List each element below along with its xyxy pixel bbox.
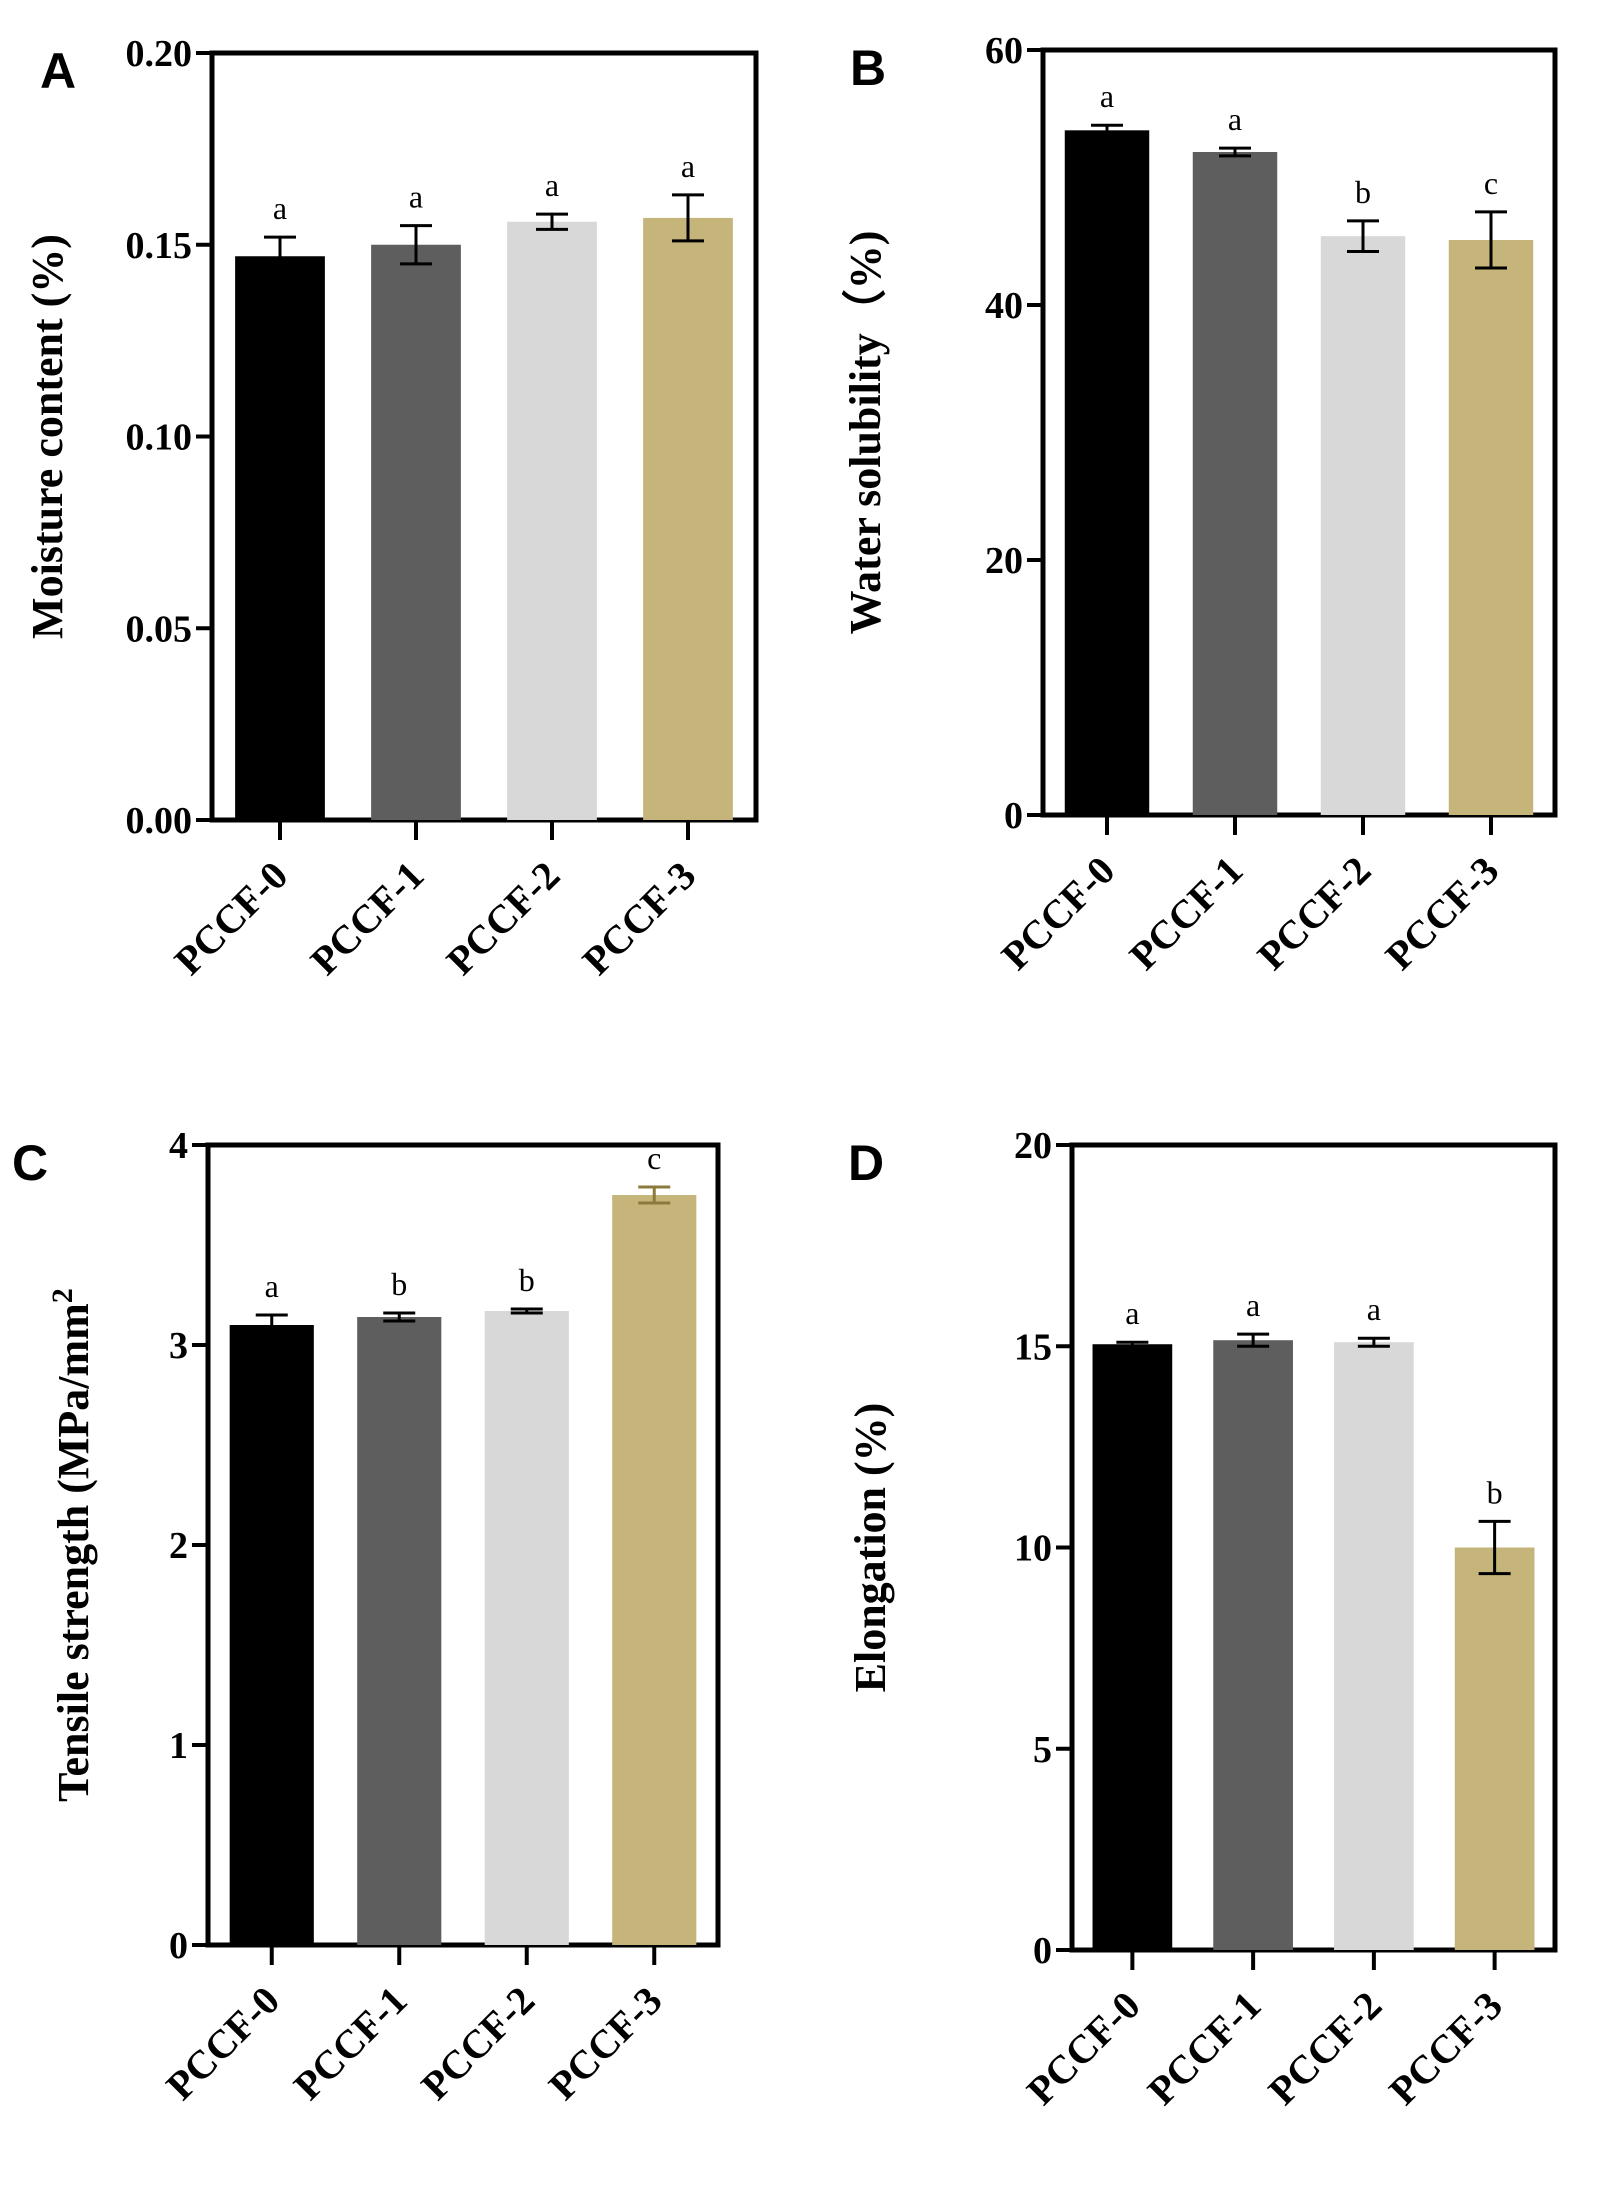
bar-pccf-3	[643, 217, 733, 820]
x-tick-label: PCCF-0	[993, 848, 1124, 979]
y-tick-label: 0.10	[126, 417, 193, 459]
bar-pccf-1	[371, 244, 461, 820]
x-tick-label: PCCF-0	[1018, 1983, 1149, 2114]
bar-pccf-2	[1320, 236, 1406, 815]
significance-label: b	[519, 1262, 535, 1298]
x-tick-label: PCCF-3	[540, 1978, 671, 2109]
y-tick-label: 5	[1033, 1729, 1052, 1771]
significance-label: c	[647, 1140, 661, 1176]
significance-label: b	[391, 1266, 407, 1302]
y-tick-label: 2	[169, 1525, 188, 1567]
bar-pccf-1	[1213, 1340, 1293, 1950]
bar-pccf-3	[612, 1195, 697, 1945]
y-tick-label: 3	[169, 1325, 188, 1367]
significance-label: a	[1125, 1295, 1139, 1331]
y-tick-label: 0	[169, 1925, 188, 1967]
y-tick-label: 20	[985, 540, 1023, 582]
y-tick-label: 40	[985, 285, 1023, 327]
plot-frame	[1040, 47, 1558, 818]
x-tick-label: PCCF-2	[1259, 1983, 1390, 2114]
panel-letter: D	[848, 1135, 884, 1191]
x-tick-label: PCCF-1	[302, 853, 433, 984]
panel-letter: B	[850, 40, 886, 96]
y-axis-title: Water solubility（%)	[841, 231, 890, 635]
panel-B: B 0 20 40 60 Water solubility（%) a PCCF-0 a PCCF-…	[841, 30, 1558, 979]
y-axis-title: Moisture content (%)	[23, 234, 72, 639]
x-tick-label: PCCF-0	[166, 853, 297, 984]
x-tick-label: PCCF-0	[157, 1978, 288, 2109]
x-tick-label: PCCF-1	[285, 1978, 416, 2109]
x-tick-label: PCCF-3	[1380, 1983, 1511, 2114]
significance-label: c	[1484, 165, 1498, 201]
bar-pccf-0	[229, 1325, 314, 1945]
y-tick-label: 10	[1014, 1528, 1052, 1570]
significance-label: b	[1355, 174, 1371, 210]
bar-pccf-2	[484, 1311, 569, 1945]
x-tick-label: PCCF-1	[1139, 1983, 1270, 2114]
significance-label: a	[273, 190, 287, 226]
panel-letter: A	[40, 43, 76, 99]
x-tick-label: PCCF-2	[1249, 848, 1380, 979]
significance-label: a	[1367, 1291, 1381, 1327]
y-tick-label: 0.20	[126, 33, 193, 75]
significance-label: a	[1246, 1287, 1260, 1323]
y-tick-label: 0.15	[126, 225, 193, 267]
y-tick-label: 4	[169, 1125, 188, 1167]
bar-pccf-2	[507, 221, 597, 821]
significance-label: a	[1228, 101, 1242, 137]
y-tick-label: 1	[169, 1725, 188, 1767]
significance-label: a	[1100, 78, 1114, 114]
y-tick-label: 0.05	[126, 608, 193, 650]
panel-A: A 0.00 0.05 0.10 0.15 0.20 Moisture content (%…	[23, 33, 759, 984]
significance-label: a	[545, 167, 559, 203]
bar-pccf-0	[1092, 1344, 1173, 1950]
y-axis-title: Tensile strength (MPa/mm2	[46, 1288, 99, 1802]
bar-pccf-1	[1192, 152, 1278, 815]
x-tick-label: PCCF-1	[1121, 848, 1252, 979]
significance-label: a	[681, 148, 695, 184]
significance-label: a	[409, 179, 423, 215]
bar-pccf-1	[357, 1317, 442, 1945]
y-axis-title: Elongation (%)	[846, 1403, 895, 1693]
y-tick-label: 0	[1004, 795, 1023, 837]
y-tick-label: 0.00	[126, 800, 193, 842]
x-tick-label: PCCF-2	[412, 1978, 543, 2109]
y-tick-label: 0	[1033, 1930, 1052, 1972]
bar-pccf-0	[1064, 130, 1150, 815]
y-tick-label: 60	[985, 30, 1023, 72]
bar-pccf-2	[1334, 1342, 1414, 1950]
significance-label: a	[265, 1268, 279, 1304]
y-tick-label: 15	[1014, 1326, 1052, 1368]
panel-letter: C	[12, 1135, 48, 1191]
x-tick-label: PCCF-3	[574, 853, 705, 984]
x-tick-label: PCCF-2	[438, 853, 569, 984]
panel-C: C 0 1 2 3 4 Tensile strength (MPa/mm2 a PCCF-0 b P…	[12, 1125, 721, 2109]
y-tick-label: 20	[1014, 1125, 1052, 1167]
panel-D: D 0 5 10 15 20 Elongation (%) a PCCF-0 a PCCF-1 a PC…	[846, 1125, 1558, 2114]
significance-label: b	[1487, 1474, 1503, 1510]
bar-pccf-0	[235, 256, 325, 820]
bar-pccf-3	[1448, 239, 1534, 816]
x-tick-label: PCCF-3	[1377, 848, 1508, 979]
bar-pccf-3	[1454, 1547, 1535, 1950]
y-axis-title-superscript: 2	[46, 1288, 79, 1303]
